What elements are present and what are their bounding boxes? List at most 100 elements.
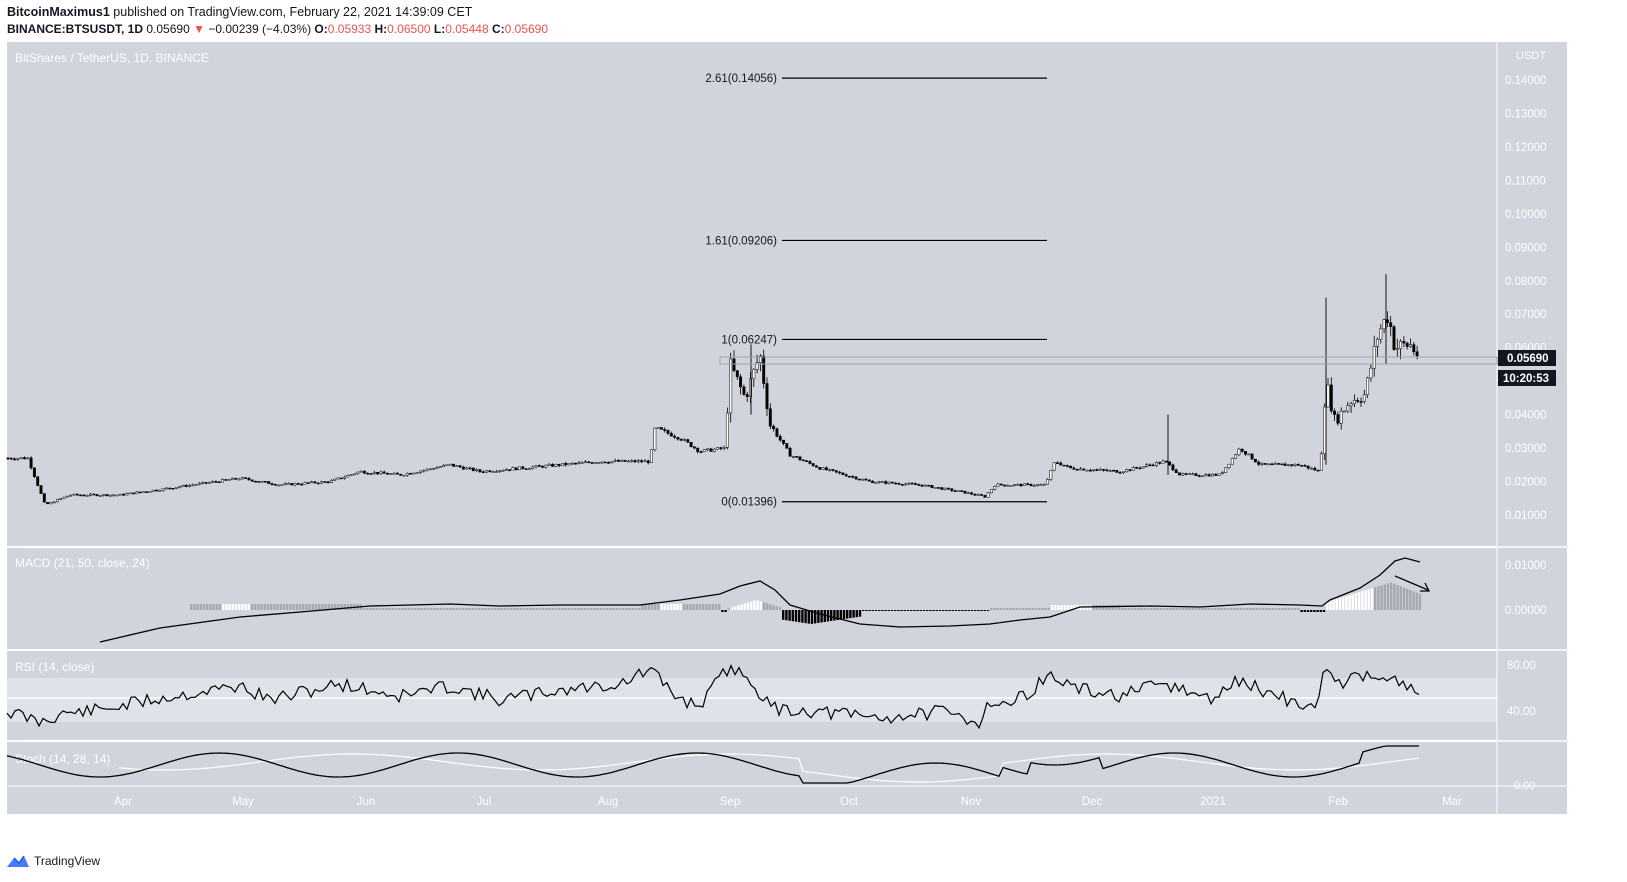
candle-body <box>419 470 422 473</box>
candle-body <box>567 463 571 466</box>
candle-body <box>366 472 370 475</box>
footer-brand[interactable]: TradingView <box>6 854 100 868</box>
macd-bar <box>894 610 897 611</box>
macd-bar <box>420 608 423 610</box>
candle-body <box>122 493 125 496</box>
candle-body <box>1280 463 1284 466</box>
macd-bar <box>1063 605 1066 610</box>
candle-body <box>432 468 436 471</box>
macd-bar <box>634 608 638 610</box>
macd-bar <box>801 610 804 623</box>
candle-body <box>161 488 165 491</box>
candle-body <box>1415 351 1419 357</box>
candle-body <box>376 471 380 475</box>
candle-body <box>1207 474 1211 477</box>
macd-annotation-arrow[interactable] <box>1394 575 1431 592</box>
time-tick: Sep <box>720 796 740 808</box>
candle-body <box>666 430 670 434</box>
macd-bar <box>1242 608 1246 610</box>
current-price-zone[interactable] <box>719 356 1498 365</box>
macd-bar <box>1012 608 1015 610</box>
time-labels: Apr May Jun Jul Aug Sep Oct Nov Dec 2021 Feb Mar <box>114 796 1462 808</box>
symbol-info: BINANCE:BTSUSDT, 1D 0.05690 ▼ −0.00239 (… <box>7 22 548 36</box>
candle-body <box>287 483 290 485</box>
candle-body <box>1395 348 1399 350</box>
macd-bar <box>228 604 231 610</box>
time-tick: May <box>232 796 254 808</box>
candle-body <box>993 486 997 490</box>
main-pane[interactable] <box>7 42 1497 546</box>
candle-body <box>692 446 696 449</box>
candle-body <box>498 470 502 472</box>
candle-body <box>442 465 446 468</box>
macd-bar <box>1031 608 1034 610</box>
price-tick: 0.01000 <box>1505 510 1547 522</box>
macd-bar <box>622 608 625 610</box>
candle-body <box>1016 483 1020 486</box>
macd-bar <box>1274 608 1278 610</box>
candle-body <box>59 498 63 500</box>
macd-bar <box>922 610 926 611</box>
candle-body <box>725 412 729 448</box>
candle-body <box>1405 342 1409 347</box>
candle-body <box>537 465 541 467</box>
candle-body <box>1323 406 1327 455</box>
candle-body <box>326 481 330 483</box>
macd-bar <box>1066 605 1070 610</box>
candle-body <box>910 482 914 485</box>
candle-body <box>23 457 26 460</box>
rsi-line <box>6 664 1420 730</box>
candle-body <box>333 478 337 481</box>
fibonacci-extension[interactable]: 2.61(0.14056) 1.61(0.09206) 1(0.06247) 0(0.… <box>705 73 1047 509</box>
macd-bar <box>1201 608 1204 610</box>
arrow-line <box>1394 575 1429 591</box>
candle-body <box>696 447 700 452</box>
candle-body <box>937 487 941 489</box>
candle-body <box>511 467 515 471</box>
candle-body <box>428 468 432 471</box>
macd-bar <box>1127 608 1130 610</box>
candle-body <box>914 483 917 485</box>
macd-bar <box>839 610 842 620</box>
candle-body <box>141 491 145 493</box>
candle-body <box>108 494 112 497</box>
time-axis[interactable] <box>7 786 1567 814</box>
candle-body <box>709 448 713 452</box>
author-name[interactable]: BitcoinMaximus1 <box>7 5 110 19</box>
candle-body <box>1148 464 1152 467</box>
macd-bar <box>337 604 340 610</box>
candle-body <box>834 470 838 473</box>
brand-name: TradingView <box>34 854 101 868</box>
macd-bar <box>727 608 730 610</box>
candle-body <box>1115 470 1119 473</box>
candle-body <box>851 476 855 478</box>
candle-body <box>1319 453 1323 471</box>
macd-bar <box>1006 608 1009 610</box>
macd-bar <box>1057 605 1060 610</box>
candle-body <box>613 460 617 462</box>
candle-body <box>659 427 663 430</box>
macd-bar <box>442 608 446 610</box>
candle-body <box>118 493 122 496</box>
macd-pane[interactable] <box>7 548 1497 649</box>
price-tick: 0.04000 <box>1505 410 1547 422</box>
candle-body <box>531 466 535 469</box>
candle-body <box>791 456 795 458</box>
price-axis[interactable] <box>1497 42 1567 786</box>
macd-bar <box>1194 608 1198 610</box>
macd-bar <box>1268 608 1271 610</box>
price-tick: 0.14000 <box>1505 75 1547 87</box>
macd-bar <box>855 610 858 618</box>
main-pane-label: BitShares / TetherUS, 1D, BINANCE <box>15 51 209 65</box>
macd-bar <box>785 610 788 621</box>
candle-body <box>1240 448 1244 452</box>
macd-bar <box>599 608 602 610</box>
macd-bar <box>615 608 618 610</box>
candle-body <box>1300 465 1304 467</box>
candle-body <box>811 463 815 467</box>
macd-bar <box>321 604 324 610</box>
macd-bar <box>260 604 263 610</box>
macd-bar <box>558 608 561 610</box>
candle-body <box>46 502 50 505</box>
